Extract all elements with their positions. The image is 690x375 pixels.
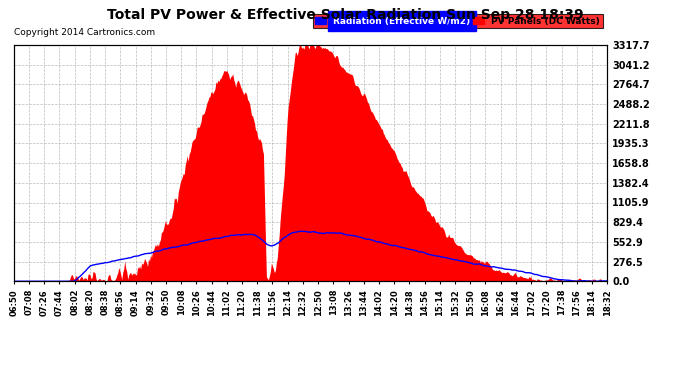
Legend: Radiation (Effective W/m2), PV Panels (DC Watts): Radiation (Effective W/m2), PV Panels (D…	[313, 14, 602, 28]
Text: Copyright 2014 Cartronics.com: Copyright 2014 Cartronics.com	[14, 28, 155, 38]
Text: Total PV Power & Effective Solar Radiation Sun Sep 28 18:39: Total PV Power & Effective Solar Radiati…	[107, 8, 583, 21]
